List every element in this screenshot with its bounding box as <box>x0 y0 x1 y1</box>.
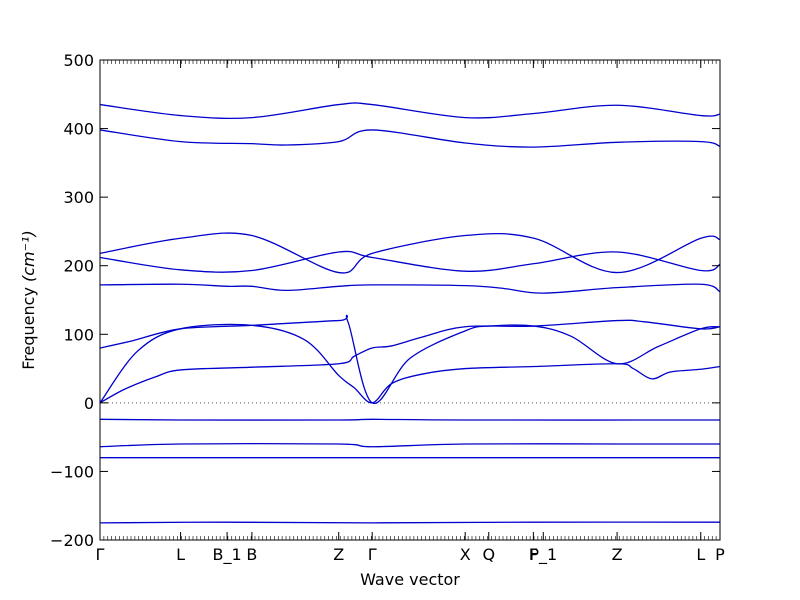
x-tick-label: Z <box>333 545 344 564</box>
band-line-4 <box>99 418 721 421</box>
y-axis-title: Frequency (cm⁻¹) <box>19 230 38 369</box>
band-line-5 <box>99 319 721 404</box>
series-layer <box>99 102 721 524</box>
x-tick-label: L <box>176 545 185 564</box>
y-axis-title-text: Frequency <box>19 287 38 370</box>
y-axis-ticks: −200 −100 0 100 200 300 400 500 <box>50 51 720 550</box>
x-tick-label: F <box>529 545 538 564</box>
y-tick-label: −200 <box>50 531 94 550</box>
x-tick-label: Z <box>612 545 623 564</box>
band-line-7 <box>99 314 721 404</box>
band-line-6 <box>99 323 721 404</box>
x-tick-label: P <box>715 545 725 564</box>
x-tick-label: Q <box>482 545 495 564</box>
y-tick-label: 400 <box>63 120 94 139</box>
y-tick-label: 500 <box>63 51 94 70</box>
band-line-1 <box>99 521 721 524</box>
plot-background <box>100 60 720 540</box>
band-line-8 <box>99 283 721 294</box>
y-tick-label: −100 <box>50 462 94 481</box>
x-axis-ticks: Γ L B_1 B Z Γ X Q FP_1 Z L P <box>96 60 725 565</box>
x-axis-title: Wave vector <box>360 570 460 589</box>
x-tick-label: P_1 <box>529 545 557 565</box>
x-tick-label: L <box>696 545 705 564</box>
x-tick-label: B <box>246 545 257 564</box>
band-line-9 <box>99 250 721 273</box>
y-tick-label: 0 <box>84 394 94 413</box>
x-tick-label: B_1 <box>213 545 242 565</box>
band-line-10 <box>99 232 721 274</box>
band-line-12 <box>99 102 721 120</box>
y-tick-label: 100 <box>63 325 94 344</box>
plot-frame <box>99 59 721 541</box>
y-tick-label: 200 <box>63 257 94 276</box>
x-tick-label: Γ <box>368 545 377 564</box>
band-line-3 <box>99 443 720 448</box>
y-axis-title-unit: (cm⁻¹) <box>19 230 38 282</box>
x-tick-label: Γ <box>96 545 105 564</box>
band-line-11 <box>99 129 721 148</box>
y-tick-label: 300 <box>63 188 94 207</box>
x-tick-label: X <box>460 545 471 564</box>
